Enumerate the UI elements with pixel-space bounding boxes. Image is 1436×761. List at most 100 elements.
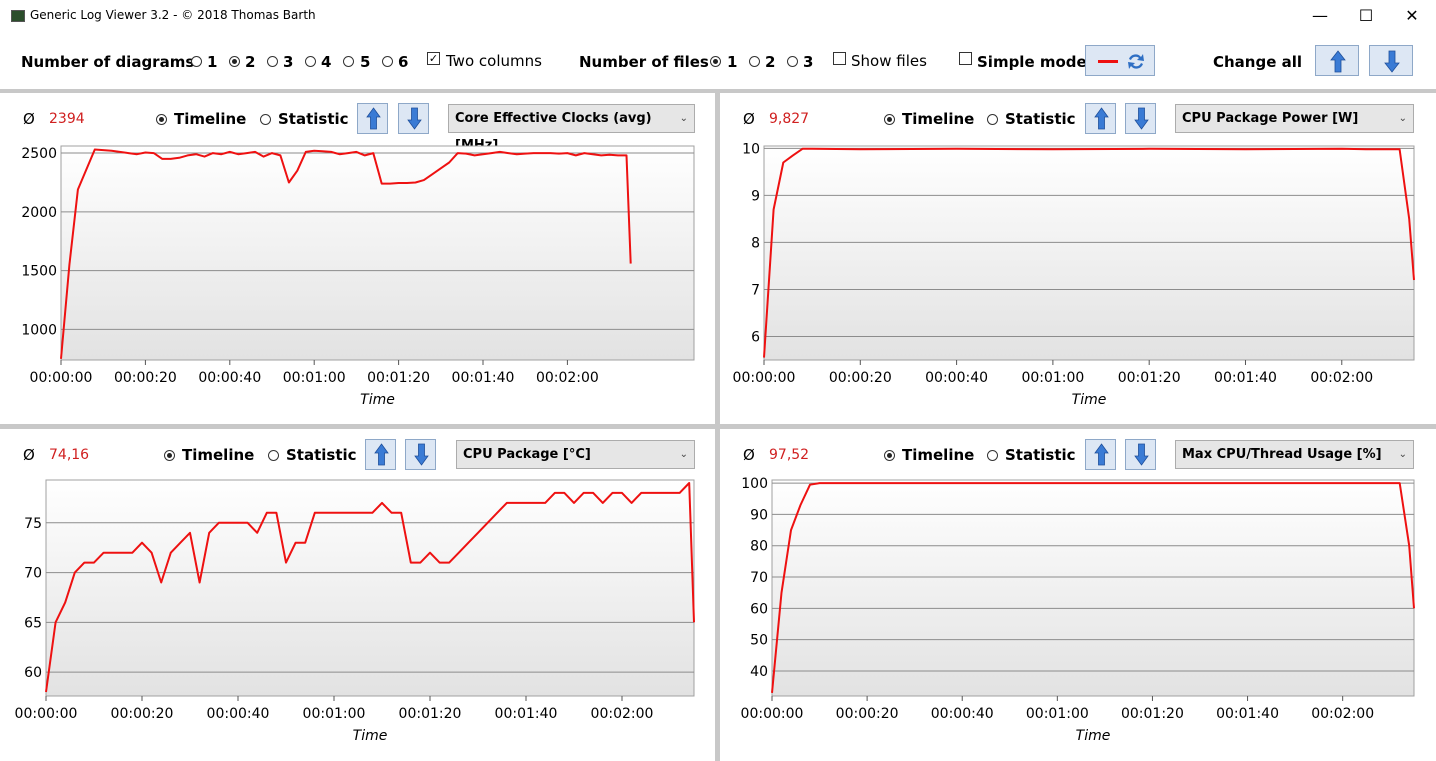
move-up-button[interactable]: [1085, 103, 1116, 134]
diagram-panel-3: Ø 74,16 Timeline Statistic CPU Package […: [0, 429, 715, 761]
move-down-button[interactable]: [1125, 103, 1156, 134]
files-radio-2[interactable]: [749, 56, 760, 67]
sensor-dropdown-value: CPU Package Power [W]: [1182, 111, 1359, 126]
simple-mode-checkbox[interactable]: [959, 52, 972, 65]
y-tick-label: 6: [751, 329, 760, 345]
chevron-down-icon: ⌄: [679, 449, 688, 460]
statistic-radio[interactable]: [260, 114, 271, 125]
sensor-dropdown[interactable]: CPU Package Power [W] ⌄: [1175, 104, 1414, 133]
sensor-dropdown[interactable]: Max CPU/Thread Usage [%] ⌄: [1175, 440, 1414, 469]
move-down-button[interactable]: [405, 439, 436, 470]
move-up-button[interactable]: [357, 103, 388, 134]
y-tick-label: 70: [24, 566, 42, 582]
diagrams-radio-5[interactable]: [343, 56, 354, 67]
diagram-panel-4: Ø 97,52 Timeline Statistic Max CPU/Threa…: [720, 429, 1436, 761]
y-tick-label: 100: [741, 476, 768, 492]
files-option-2: 2: [765, 53, 776, 71]
change-all-up-button[interactable]: [1315, 45, 1359, 76]
y-tick-label: 70: [750, 570, 768, 586]
arrow-up-icon: [1094, 443, 1109, 466]
column-separator[interactable]: [715, 89, 720, 761]
diagrams-radio-1[interactable]: [191, 56, 202, 67]
diagrams-label: Number of diagrams: [21, 53, 195, 71]
line-style-refresh-button[interactable]: [1085, 45, 1155, 76]
y-tick-label: 1000: [21, 322, 57, 338]
x-tick-label: 00:00:00: [733, 370, 796, 386]
y-tick-label: 50: [750, 633, 768, 649]
files-radio-3[interactable]: [787, 56, 798, 67]
series-line-1: [771, 482, 1415, 693]
diagrams-radio-6[interactable]: [382, 56, 393, 67]
x-tick-label: 00:00:20: [114, 370, 177, 386]
x-tick-label: 00:02:00: [1310, 370, 1373, 386]
move-up-button[interactable]: [365, 439, 396, 470]
timeline-label: Timeline: [174, 110, 247, 128]
move-up-button[interactable]: [1085, 439, 1116, 470]
diagrams-radio-4[interactable]: [305, 56, 316, 67]
show-files-checkbox[interactable]: [833, 52, 846, 65]
y-tick-label: 80: [750, 539, 768, 555]
y-tick-label: 9: [751, 188, 760, 204]
sensor-dropdown[interactable]: CPU Package [°C] ⌄: [456, 440, 695, 469]
files-option-1: 1: [727, 53, 738, 71]
x-tick-label: 00:01:20: [1121, 706, 1184, 722]
x-tick-label: 00:01:20: [399, 706, 462, 722]
average-value: 2394: [49, 111, 85, 127]
statistic-label: Statistic: [278, 110, 349, 128]
statistic-radio[interactable]: [268, 450, 279, 461]
x-tick-label: 00:00:40: [207, 706, 270, 722]
x-tick-label: 00:01:00: [283, 370, 346, 386]
chevron-down-icon: ⌄: [1398, 449, 1407, 460]
timeline-radio[interactable]: [164, 450, 175, 461]
average-symbol: Ø: [23, 446, 35, 464]
change-all-label: Change all: [1213, 53, 1303, 71]
arrow-down-icon: [1384, 50, 1400, 73]
change-all-down-button[interactable]: [1369, 45, 1413, 76]
diagrams-radio-3[interactable]: [267, 56, 278, 67]
y-tick-label: 2000: [21, 205, 57, 221]
series-line-1: [60, 148, 632, 359]
move-down-button[interactable]: [398, 103, 429, 134]
plot-area: [771, 479, 1415, 697]
x-axis-title: Time: [1072, 392, 1107, 408]
arrow-down-icon: [1134, 107, 1149, 130]
timeline-radio[interactable]: [156, 114, 167, 125]
average-value: 74,16: [49, 447, 90, 463]
statistic-radio[interactable]: [987, 450, 998, 461]
two-columns-checkbox[interactable]: ✓: [427, 52, 440, 65]
x-tick-label: 00:01:40: [452, 370, 515, 386]
minimize-button[interactable]: —: [1312, 6, 1328, 25]
x-tick-label: 00:00:40: [198, 370, 261, 386]
statistic-radio[interactable]: [987, 114, 998, 125]
timeline-radio[interactable]: [884, 114, 895, 125]
maximize-button[interactable]: ☐: [1358, 6, 1374, 25]
diagrams-option-1: 1: [207, 53, 218, 71]
average-value: 9,827: [769, 111, 810, 127]
window-title: Generic Log Viewer 3.2 - © 2018 Thomas B…: [30, 8, 316, 22]
y-tick-label: 90: [750, 507, 768, 523]
x-tick-label: 00:00:20: [829, 370, 892, 386]
arrow-up-icon: [366, 107, 381, 130]
x-axis-title: Time: [1076, 728, 1111, 744]
sensor-dropdown[interactable]: Core Effective Clocks (avg) [MHz] ⌄: [448, 104, 695, 153]
chevron-down-icon: ⌄: [679, 113, 688, 124]
x-tick-label: 00:00:00: [741, 706, 804, 722]
files-option-3: 3: [803, 53, 814, 71]
diagrams-radio-2[interactable]: [229, 56, 240, 67]
files-radio-1[interactable]: [710, 56, 721, 67]
files-label: Number of files: [579, 53, 709, 71]
average-symbol: Ø: [743, 446, 755, 464]
statistic-label: Statistic: [1005, 446, 1076, 464]
arrow-down-icon: [407, 107, 422, 130]
x-tick-label: 00:00:00: [15, 706, 78, 722]
average-value: 97,52: [769, 447, 810, 463]
y-tick-label: 8: [751, 235, 760, 251]
move-down-button[interactable]: [1125, 439, 1156, 470]
arrow-down-icon: [414, 443, 429, 466]
close-button[interactable]: ✕: [1405, 6, 1419, 25]
x-tick-label: 00:01:00: [303, 706, 366, 722]
timeline-label: Timeline: [902, 446, 975, 464]
timeline-radio[interactable]: [884, 450, 895, 461]
y-tick-label: 7: [751, 282, 760, 298]
x-tick-label: 00:01:40: [495, 706, 558, 722]
